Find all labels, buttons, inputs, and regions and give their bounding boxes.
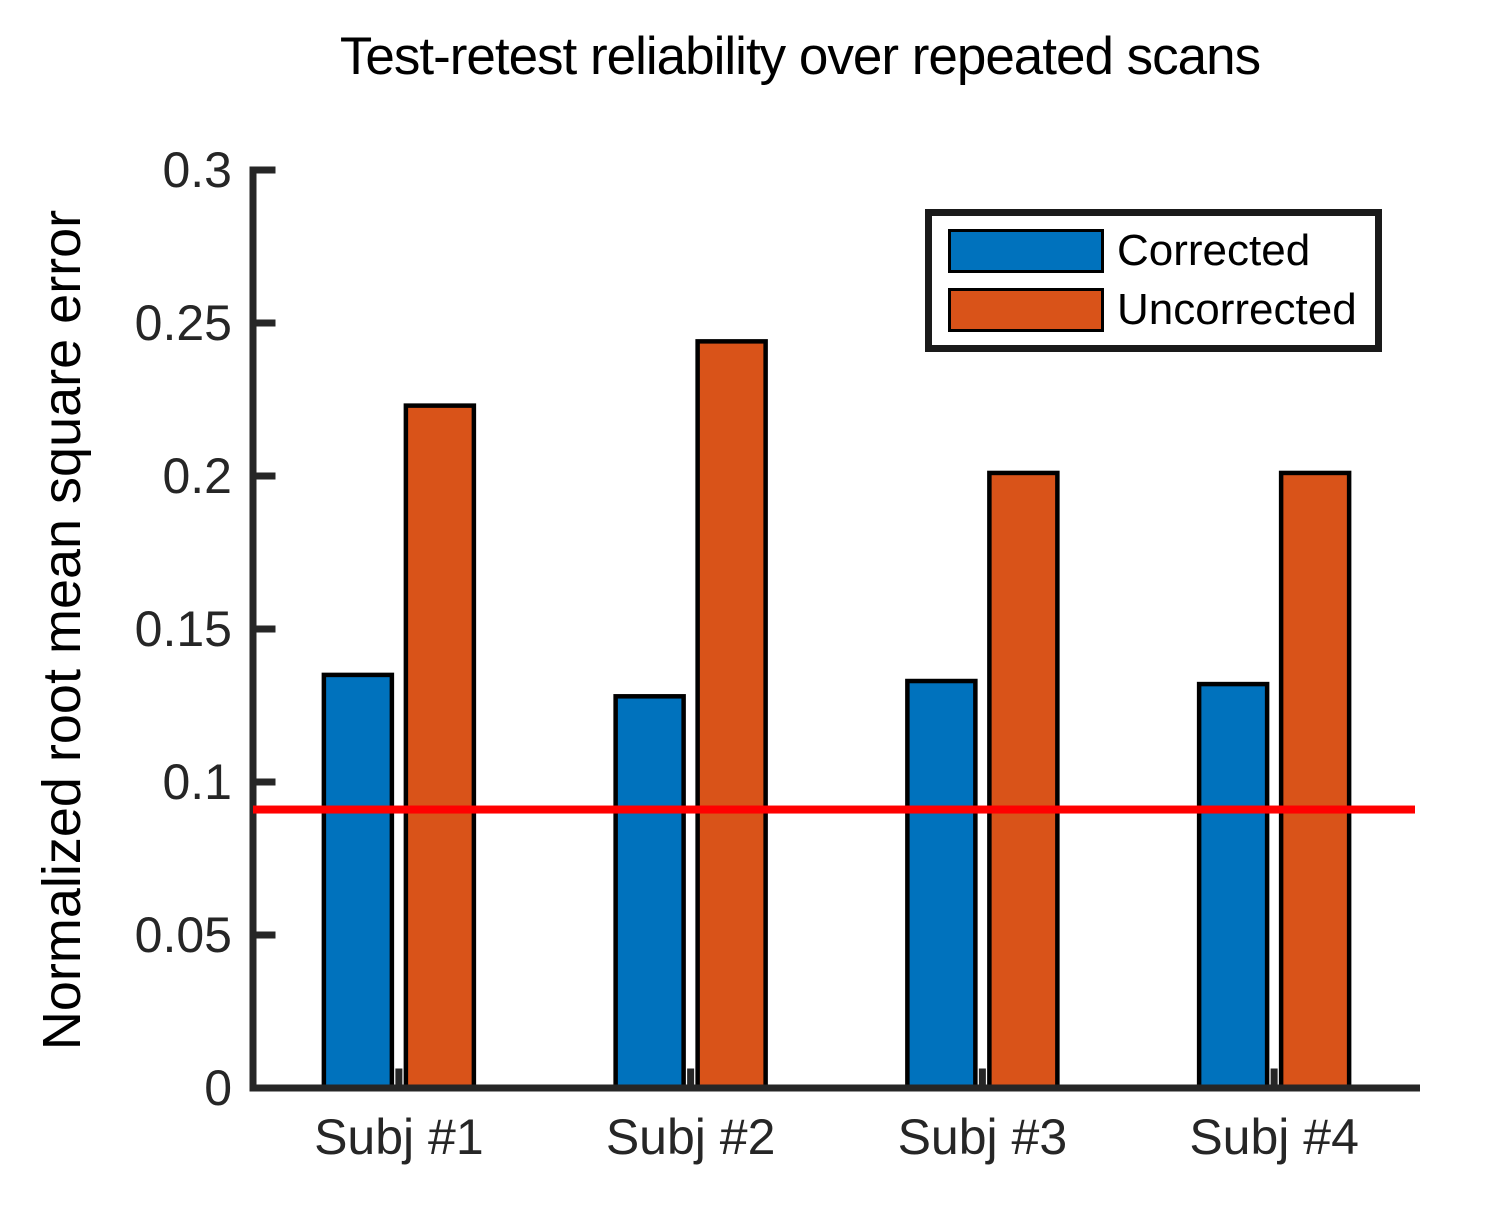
legend-label: Corrected bbox=[1117, 226, 1311, 275]
y-tick-label: 0.25 bbox=[134, 295, 232, 351]
y-tick-label: 0.3 bbox=[162, 142, 232, 198]
x-tick-0 bbox=[395, 1068, 403, 1088]
bar-corrected-subj-4 bbox=[1196, 681, 1270, 1091]
y-tick-5 bbox=[256, 319, 276, 327]
x-tick-label: Subj #4 bbox=[1189, 1109, 1359, 1165]
bar-corrected-subj-2 bbox=[613, 694, 686, 1091]
legend-entry-corrected: Corrected bbox=[948, 229, 1357, 273]
x-tick-2 bbox=[978, 1068, 986, 1088]
chart-title: Test-retest reliability over repeated sc… bbox=[339, 27, 1261, 86]
x-tick-label: Subj #1 bbox=[314, 1109, 484, 1165]
bar-uncorrected-subj-1 bbox=[403, 403, 477, 1091]
legend: Corrected Uncorrected bbox=[925, 209, 1382, 352]
y-tick-label: 0.1 bbox=[162, 754, 232, 810]
y-tick-4 bbox=[256, 472, 276, 480]
y-tick-2 bbox=[256, 778, 276, 786]
y-tick-6 bbox=[256, 166, 276, 174]
legend-swatch bbox=[948, 229, 1104, 273]
legend-label: Uncorrected bbox=[1117, 285, 1357, 334]
y-tick-label: 0.2 bbox=[162, 448, 232, 504]
x-tick-3 bbox=[1270, 1068, 1278, 1088]
y-tick-label: 0.15 bbox=[134, 601, 232, 657]
bar-uncorrected-subj-3 bbox=[987, 470, 1060, 1091]
x-tick-label: Subj #2 bbox=[605, 1109, 776, 1165]
y-tick-3 bbox=[256, 625, 276, 633]
bar-corrected-subj-3 bbox=[905, 678, 978, 1091]
x-axis-line bbox=[249, 1084, 1420, 1092]
bar-uncorrected-subj-2 bbox=[695, 339, 768, 1091]
y-tick-label: 0 bbox=[204, 1060, 232, 1116]
reference-line bbox=[253, 805, 1415, 814]
legend-swatch bbox=[948, 288, 1104, 332]
bar-corrected-subj-1 bbox=[321, 672, 395, 1091]
y-axis-line bbox=[249, 166, 257, 1092]
y-tick-1 bbox=[256, 931, 276, 939]
x-tick-1 bbox=[687, 1068, 695, 1088]
bar-uncorrected-subj-4 bbox=[1278, 470, 1352, 1091]
legend-entry-uncorrected: Uncorrected bbox=[948, 288, 1357, 332]
y-tick-label: 0.05 bbox=[134, 907, 232, 963]
x-tick-label: Subj #3 bbox=[897, 1109, 1068, 1165]
